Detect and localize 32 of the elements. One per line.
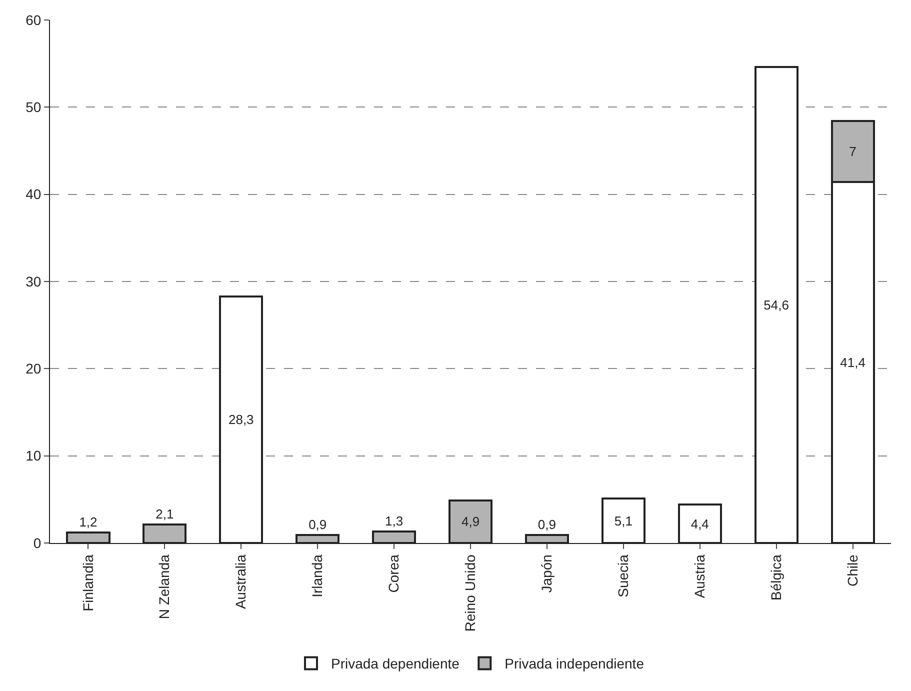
data-label: 28,3 (228, 412, 254, 428)
data-label: 1,3 (385, 514, 404, 529)
legend-label: Privada dependiente (331, 656, 460, 672)
data-label: 5,1 (614, 513, 632, 528)
y-tick-label: 30 (26, 273, 42, 290)
x-tick-label: Suecia (614, 554, 631, 598)
legend-label: Privada independiente (504, 656, 644, 672)
x-tick-label: Irlanda (309, 554, 326, 598)
data-label: 7 (849, 144, 856, 160)
y-tick-label: 20 (26, 360, 42, 377)
y-tick-label: 60 (26, 12, 42, 28)
data-label: 1,2 (79, 514, 98, 530)
x-tick-label: Finlandia (80, 554, 96, 612)
x-tick-label: Australia (232, 554, 249, 610)
data-label: 0,9 (308, 517, 327, 532)
y-tick-label: 50 (26, 99, 42, 116)
data-label: 54,6 (764, 298, 789, 313)
y-tick-label: 10 (26, 448, 42, 464)
x-tick-label: Corea (386, 554, 402, 593)
x-tick-label: Austria (691, 554, 708, 598)
x-tick-label: Reino Unido (462, 554, 478, 632)
data-label: 2,1 (156, 506, 174, 522)
x-tick-label: Bélgica (768, 554, 784, 601)
data-label: 0,9 (538, 517, 556, 532)
data-label: 4,4 (690, 516, 709, 532)
y-tick-label: 40 (26, 186, 42, 202)
x-tick-label: Chile (844, 554, 860, 587)
data-label: 4,9 (461, 514, 480, 530)
x-tick-label: N Zelanda (156, 554, 172, 620)
x-tick-label: Japón (538, 554, 554, 593)
y-tick-label: 0 (33, 534, 42, 551)
data-label: 41,4 (840, 355, 866, 370)
